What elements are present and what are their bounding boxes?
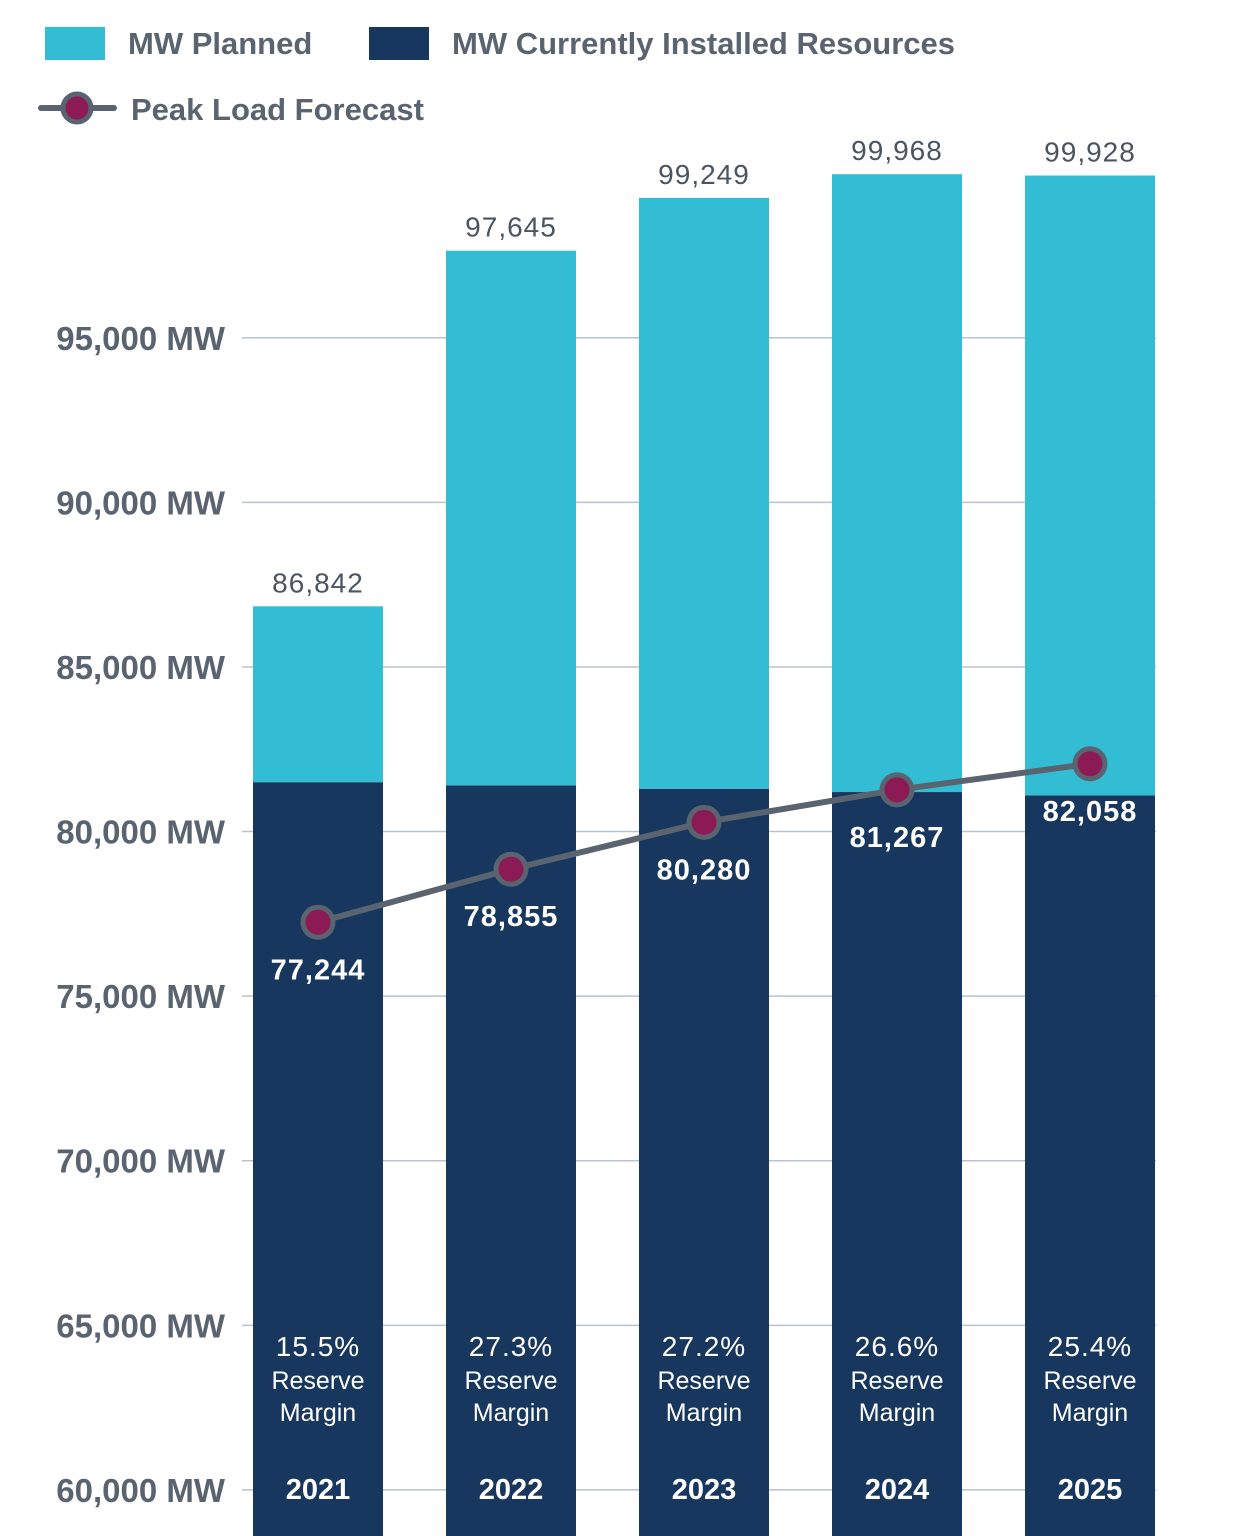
peak-load-marker (1072, 746, 1108, 782)
reserve-margin-label: Margin (280, 1399, 356, 1427)
legend-swatch-installed (369, 27, 429, 60)
reserve-margin-percent: 27.3% (469, 1331, 553, 1362)
x-tick-label: 2022 (479, 1474, 544, 1506)
bar-planned (832, 174, 962, 793)
legend-label-installed: MW Currently Installed Resources (452, 26, 955, 61)
reserve-margin-label: Reserve (464, 1367, 557, 1395)
bar-installed (1025, 795, 1155, 1536)
reserve-margin-percent: 27.2% (662, 1331, 746, 1362)
reserve-margin-label: Reserve (657, 1367, 750, 1395)
reserve-margin-label: Margin (473, 1399, 549, 1427)
x-tick-label: 2023 (672, 1474, 737, 1506)
reserve-margin-percent: 25.4% (1048, 1331, 1132, 1362)
y-tick-label: 70,000 MW (56, 1143, 226, 1180)
legend: MW Planned MW Currently Installed Resour… (38, 26, 955, 127)
peak-load-marker (300, 904, 336, 940)
peak-load-marker (879, 772, 915, 808)
reserve-margin-label: Margin (859, 1399, 935, 1427)
bar-planned (639, 197, 769, 789)
peak-load-value-label: 81,267 (850, 822, 945, 854)
x-tick-label: 2025 (1058, 1474, 1123, 1506)
x-tick-label: 2024 (865, 1474, 930, 1506)
peak-load-marker (493, 851, 529, 887)
x-tick-label: 2021 (286, 1474, 351, 1506)
y-tick-label: 80,000 MW (56, 814, 226, 851)
peak-load-value-label: 77,244 (271, 954, 366, 986)
bar-installed (832, 792, 962, 1536)
legend-marker-peak (60, 91, 94, 125)
legend-label-planned: MW Planned (128, 26, 312, 61)
y-tick-label: 95,000 MW (56, 320, 226, 357)
bar-installed (446, 785, 576, 1536)
peak-load-value-label: 78,855 (464, 901, 559, 933)
y-tick-label: 75,000 MW (56, 978, 226, 1015)
peak-load-value-label: 80,280 (657, 854, 752, 886)
peak-load-line (300, 746, 1108, 940)
y-tick-label: 65,000 MW (56, 1307, 226, 1344)
bar-total-label: 86,842 (272, 567, 364, 598)
bar-planned (253, 606, 383, 783)
bar-total-label: 99,928 (1044, 137, 1136, 168)
bar-planned (446, 250, 576, 786)
reserve-margin-percent: 15.5% (276, 1331, 360, 1362)
bar-total-label: 99,249 (658, 159, 750, 190)
data-labels: 86,842 77,244 15.5% Reserve Margin 2021 97,645… (271, 135, 1138, 1506)
reserve-margin-label: Margin (1052, 1399, 1128, 1427)
reserve-margin-label: Margin (666, 1399, 742, 1427)
reserve-margin-label: Reserve (1043, 1367, 1136, 1395)
bar-total-label: 97,645 (465, 212, 557, 243)
reserve-margin-label: Reserve (850, 1367, 943, 1395)
y-tick-label: 85,000 MW (56, 649, 226, 686)
legend-swatch-planned (45, 27, 105, 60)
y-tick-label: 60,000 MW (56, 1472, 226, 1509)
y-tick-label: 90,000 MW (56, 484, 226, 521)
legend-label-peak: Peak Load Forecast (131, 92, 424, 127)
bar-installed (639, 788, 769, 1536)
peak-load-marker (686, 804, 722, 840)
y-axis: 60,000 MW 65,000 MW 70,000 MW 75,000 MW 80,0… (56, 320, 226, 1509)
bar-planned (1025, 175, 1155, 796)
peak-load-value-label: 82,058 (1043, 796, 1138, 828)
reserve-margin-label: Reserve (271, 1367, 364, 1395)
reserve-margin-percent: 26.6% (855, 1331, 939, 1362)
bar-total-label: 99,968 (851, 135, 943, 166)
